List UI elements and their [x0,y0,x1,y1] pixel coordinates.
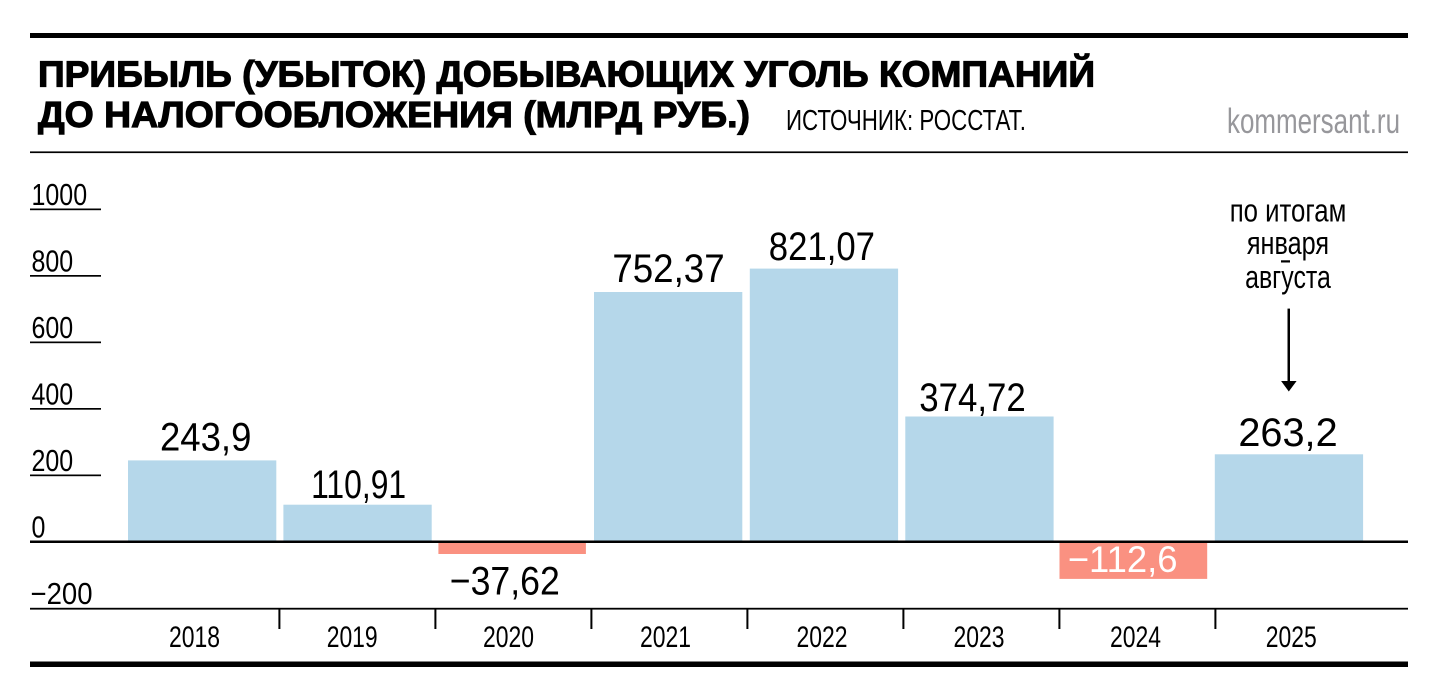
svg-text:−37,62: −37,62 [450,560,560,604]
svg-text:400: 400 [32,378,74,412]
svg-text:2021: 2021 [640,621,691,654]
svg-text:2020: 2020 [483,621,534,654]
svg-text:−200: −200 [31,577,93,611]
svg-text:200: 200 [32,444,74,478]
svg-text:2025: 2025 [1266,621,1317,654]
svg-text:263,2: 263,2 [1238,411,1337,455]
svg-text:600: 600 [32,311,74,345]
svg-text:2023: 2023 [954,621,1005,654]
svg-text:по итогам: по итогам [1230,191,1347,228]
svg-text:ПРИБЫЛЬ (УБЫТОК) ДОБЫВАЮЩИХ УГ: ПРИБЫЛЬ (УБЫТОК) ДОБЫВАЮЩИХ УГОЛЬ КОМПАН… [38,53,1095,95]
svg-text:ИСТОЧНИК: РОССТАТ.: ИСТОЧНИК: РОССТАТ. [786,105,1026,137]
svg-text:1000: 1000 [32,178,88,212]
svg-text:2019: 2019 [327,621,378,654]
svg-text:374,72: 374,72 [919,376,1026,420]
svg-text:−112,6: −112,6 [1068,539,1178,580]
svg-text:110,91: 110,91 [311,463,406,507]
svg-text:752,37: 752,37 [612,247,724,291]
svg-text:821,07: 821,07 [769,225,875,269]
svg-text:0: 0 [32,511,46,545]
svg-text:ДО НАЛОГООБЛОЖЕНИЯ (МЛРД РУБ.): ДО НАЛОГООБЛОЖЕНИЯ (МЛРД РУБ.) [38,94,750,135]
svg-text:августа: августа [1245,258,1331,295]
svg-text:2018: 2018 [169,621,220,654]
svg-text:января: января [1247,224,1329,261]
svg-text:2024: 2024 [1110,621,1161,654]
svg-text:kommersant.ru: kommersant.ru [1227,102,1400,141]
svg-text:800: 800 [32,245,74,279]
svg-text:243,9: 243,9 [160,416,251,460]
svg-text:2022: 2022 [797,621,848,654]
